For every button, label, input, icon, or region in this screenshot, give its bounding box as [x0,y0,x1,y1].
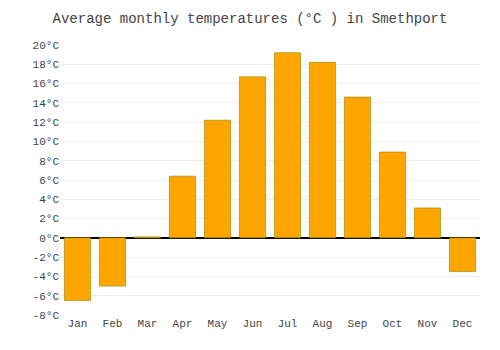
svg-text:12°C: 12°C [33,117,60,129]
svg-text:Average monthly temperatures (: Average monthly temperatures (°C ) in Sm… [53,11,448,27]
svg-text:May: May [208,318,228,330]
svg-text:Mar: Mar [138,318,158,330]
svg-text:-4°C: -4°C [33,271,60,283]
svg-text:20°C: 20°C [33,40,60,52]
svg-text:Oct: Oct [383,318,403,330]
svg-text:Aug: Aug [313,318,333,330]
svg-text:Jun: Jun [243,318,263,330]
svg-text:18°C: 18°C [33,59,60,71]
svg-text:8°C: 8°C [39,156,59,168]
svg-text:Feb: Feb [103,318,123,330]
svg-text:Dec: Dec [453,318,473,330]
svg-text:0°C: 0°C [39,233,59,245]
svg-text:6°C: 6°C [39,175,59,187]
svg-text:14°C: 14°C [33,98,60,110]
svg-text:Jan: Jan [68,318,88,330]
svg-text:-2°C: -2°C [33,252,60,264]
svg-text:-6°C: -6°C [33,291,60,303]
svg-text:16°C: 16°C [33,78,60,90]
svg-text:10°C: 10°C [33,136,60,148]
svg-text:Apr: Apr [173,318,193,330]
svg-text:Jul: Jul [278,318,298,330]
svg-text:-8°C: -8°C [33,310,60,322]
svg-text:Sep: Sep [348,318,368,330]
svg-text:Nov: Nov [418,318,438,330]
svg-text:4°C: 4°C [39,194,59,206]
svg-text:2°C: 2°C [39,213,59,225]
